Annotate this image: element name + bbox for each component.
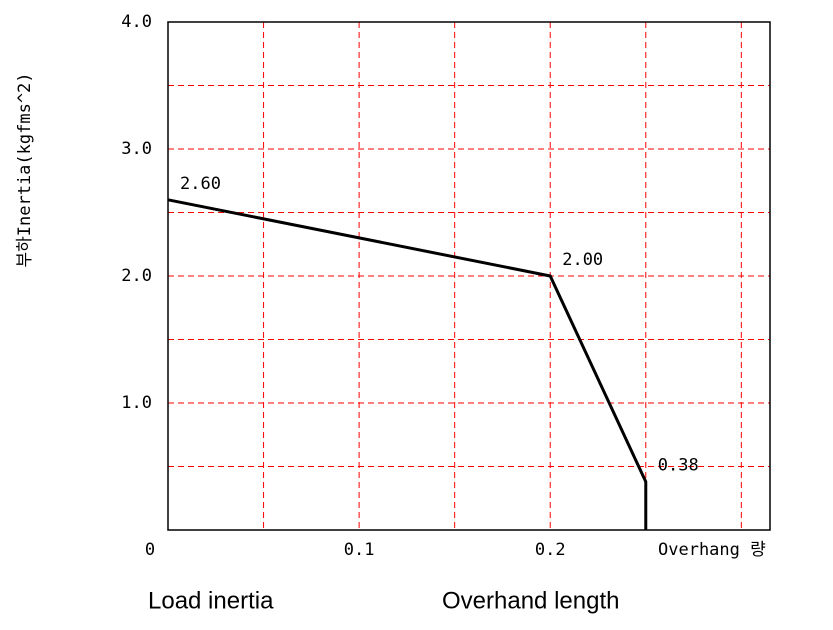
y-tick-label: 1.0 xyxy=(121,393,152,413)
data-label: 2.60 xyxy=(180,174,221,194)
y-tick-label: 4.0 xyxy=(121,12,152,32)
y-tick-label: 2.0 xyxy=(121,266,152,286)
caption: Overhand length xyxy=(442,587,619,614)
y-tick-label: 3.0 xyxy=(121,139,152,159)
x-axis-label: Overhang 량 xyxy=(658,540,766,560)
data-label: 2.00 xyxy=(562,250,603,270)
plot-frame xyxy=(167,21,771,531)
caption: Load inertia xyxy=(148,587,274,614)
x-tick-label: 0 xyxy=(145,540,155,560)
x-tick-label: 0.2 xyxy=(535,540,566,560)
data-label: 0.38 xyxy=(658,456,699,476)
x-tick-label: 0.1 xyxy=(344,540,375,560)
y-axis-label: 부하Inertia(kgfms^2) xyxy=(15,72,35,267)
data-line xyxy=(167,198,648,530)
